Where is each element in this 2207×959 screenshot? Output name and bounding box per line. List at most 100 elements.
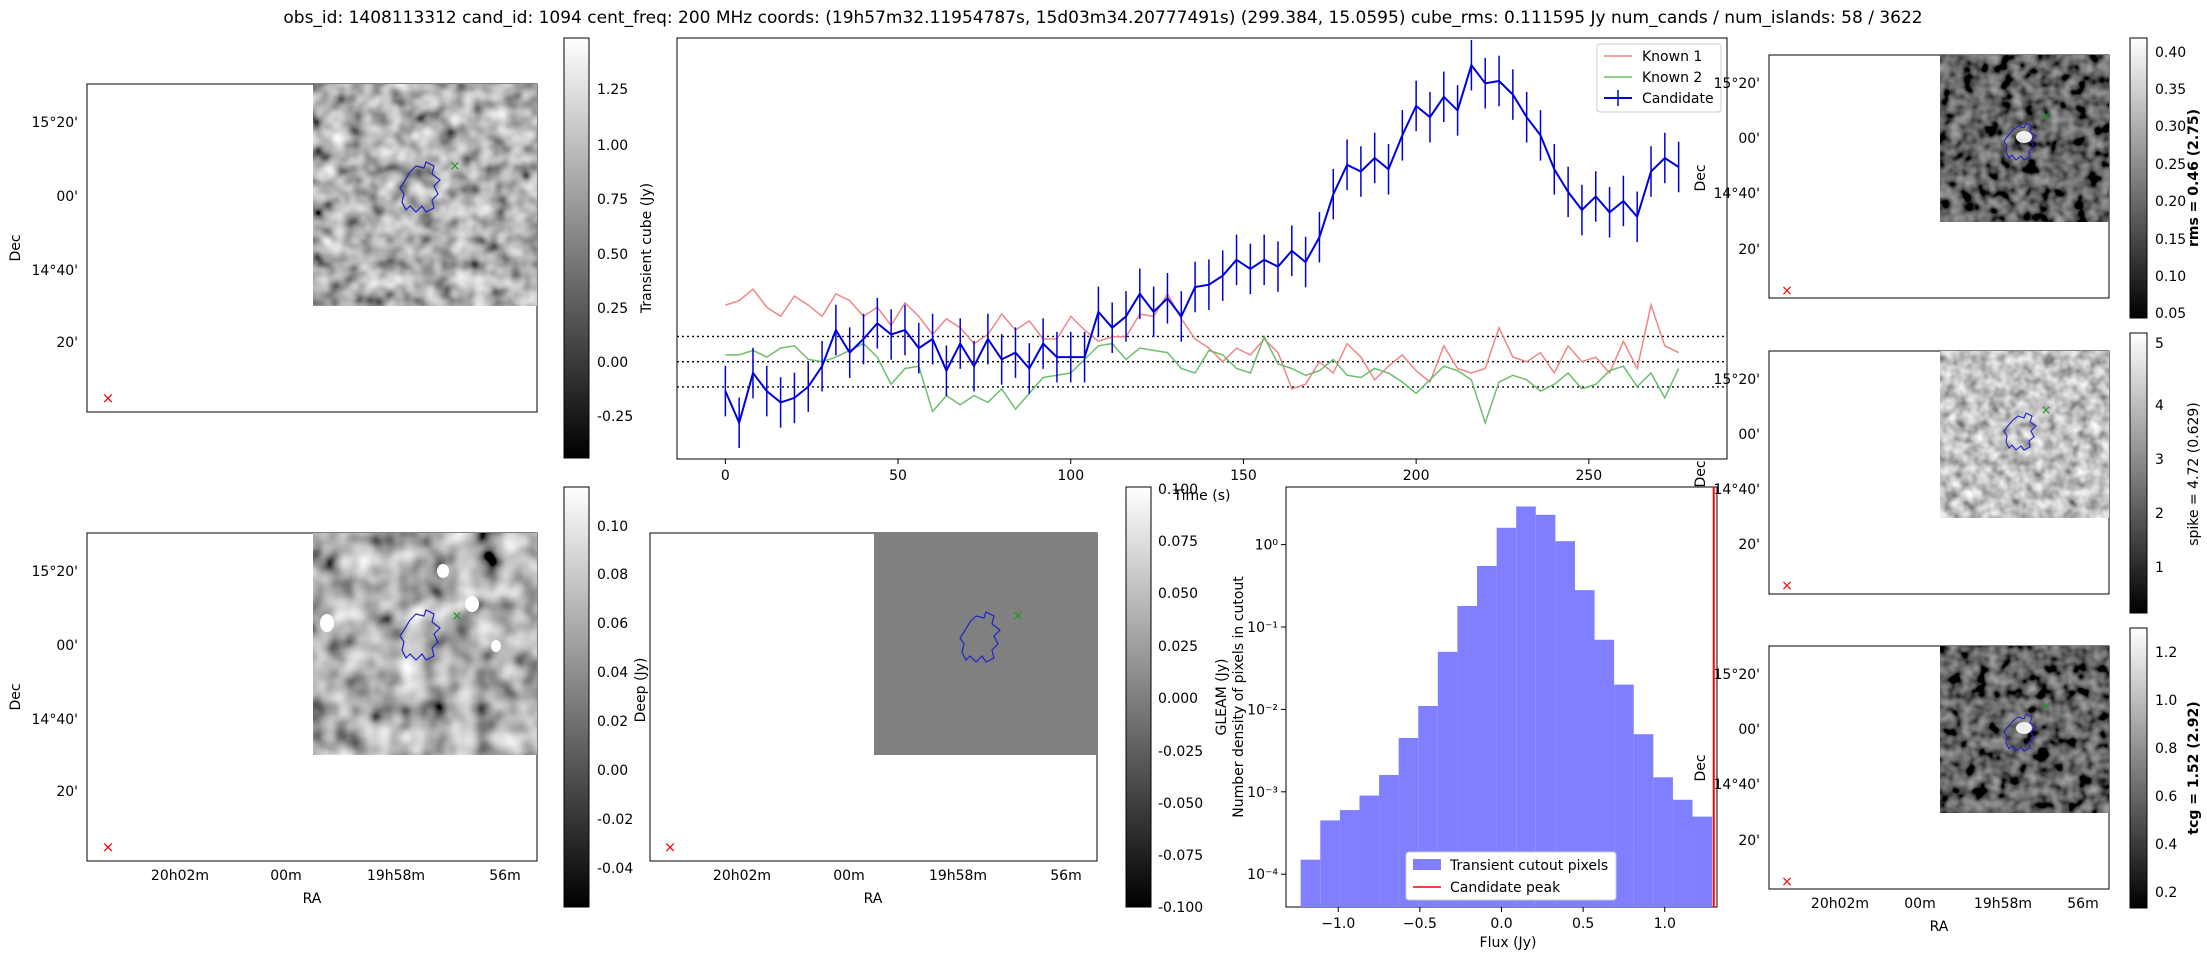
- colorbar-tick-label: -0.025: [1158, 744, 1203, 760]
- colorbar-tick-label: -0.02: [597, 812, 633, 828]
- flux-tick-label: −0.5: [1403, 916, 1437, 932]
- bright-source: [491, 640, 501, 652]
- dec-tick-label: 00': [56, 638, 78, 654]
- dec-tick-labels: 15°20' 00' 14°40' 20': [1714, 76, 1760, 258]
- dec-tick-label: 20': [1738, 537, 1760, 553]
- colorbar-label: GLEAM (Jy): [1214, 659, 1230, 736]
- dec-axis-label: Dec: [8, 234, 24, 261]
- density-tick-label: 10⁻²: [1247, 702, 1278, 718]
- colorbar-tick-label: 0.100: [1158, 482, 1198, 498]
- colorbar-tick-label: 5: [2155, 336, 2164, 352]
- histogram-bar: [1653, 777, 1673, 907]
- source-contour: [2003, 412, 2037, 451]
- legend-candidate-label: Candidate: [1642, 91, 1714, 107]
- flux-tick-label: 1.0: [1654, 916, 1676, 932]
- red-cross-marker: ×: [102, 389, 115, 407]
- panel-right-top: × × Dec 15°20' 00' 14°40' 20' 0.40 0.35 …: [1693, 37, 2202, 322]
- candidate-line: [724, 63, 1680, 426]
- dec-tick-labels: 15°20' 00' 14°40' 20': [32, 115, 78, 351]
- colorbar-tick-label: 0.15: [2155, 232, 2186, 248]
- histogram-bar: [1379, 774, 1399, 907]
- colorbar: [563, 37, 590, 459]
- dec-tick-label: 14°40': [1714, 186, 1760, 202]
- dec-tick-label: 15°20': [32, 564, 78, 580]
- colorbar-tick-label: 0.8: [2155, 741, 2177, 757]
- dec-tick-labels: 15°20' 00' 14°40' 20': [1714, 372, 1760, 553]
- panel-bottom-left: × × Dec 15°20' 00' 14°40' 20' 20h02m 00m…: [8, 486, 649, 908]
- tcg-metric-label: tcg = 1.52 (2.92): [2186, 701, 2202, 834]
- dec-tick-label: 20': [1738, 242, 1760, 258]
- colorbar-tick-label: -0.075: [1158, 848, 1203, 864]
- source-contour: [2003, 122, 2037, 161]
- colorbar-tick-label: 2: [2155, 506, 2164, 522]
- bright-source: [2016, 131, 2032, 143]
- dec-tick-label: 14°40': [32, 712, 78, 728]
- colorbar-tick-label: 0.50: [597, 247, 628, 263]
- time-tick-label: 100: [1057, 468, 1084, 484]
- dec-tick-label: 00': [1738, 722, 1760, 738]
- source-contour: [2003, 713, 2037, 752]
- ra-tick-label: 00m: [833, 868, 864, 884]
- source-contour: [959, 611, 1001, 663]
- colorbar-tick-label: 0.08: [597, 567, 628, 583]
- lightcurve-ylabel: Transient cube (Jy): [639, 183, 655, 314]
- time-tick-label: 200: [1403, 468, 1430, 484]
- histogram-bar: [1672, 799, 1693, 907]
- histogram-bar: [1320, 820, 1340, 907]
- colorbar-tick-label: 0.00: [597, 763, 628, 779]
- colorbar-tick-label: 0.05: [2155, 306, 2186, 322]
- time-tick-label: 50: [889, 468, 907, 484]
- histogram-bar: [1339, 810, 1360, 907]
- colorbar-tick-label: 0.25: [597, 301, 628, 317]
- dec-tick-label: 00': [56, 189, 78, 205]
- flux-tick-label: 0.0: [1490, 916, 1512, 932]
- ra-tick-label: 19h58m: [929, 868, 987, 884]
- colorbar-ticks: 0.100 0.075 0.050 0.025 0.000 -0.025 -0.…: [1158, 482, 1203, 916]
- colorbar-tick-label: 0.10: [597, 519, 628, 535]
- dec-axis-label: Dec: [1693, 460, 1709, 487]
- histogram-bar: [1516, 506, 1536, 907]
- histogram-bar: [1359, 795, 1380, 907]
- red-cross-marker: ×: [1781, 874, 1793, 890]
- dec-tick-label: 00': [1738, 131, 1760, 147]
- figure-title: obs_id: 1408113312 cand_id: 1094 cent_fr…: [283, 8, 1922, 28]
- colorbar-ticks: 0.40 0.35 0.30 0.25 0.20 0.15 0.10 0.05: [2155, 45, 2186, 322]
- green-cross-marker: ×: [452, 609, 463, 624]
- colorbar-ticks: 1.25 1.00 0.75 0.50 0.25 0.00 -0.25: [597, 82, 633, 425]
- ra-tick-label: 19h58m: [367, 868, 425, 884]
- dec-tick-labels: 15°20' 00' 14°40' 20': [1714, 667, 1760, 849]
- colorbar-tick-label: 0.025: [1158, 639, 1198, 655]
- legend-box: [1596, 43, 1722, 113]
- histogram-bar: [1496, 527, 1517, 907]
- ra-tick-labels: 20h02m 00m 19h58m 56m: [713, 868, 1082, 884]
- ra-tick-label: 20h02m: [151, 868, 209, 884]
- ra-tick-label: 56m: [2067, 896, 2098, 912]
- lightcurve-series: [724, 39, 1680, 449]
- red-cross-marker: ×: [102, 838, 115, 856]
- legend-peak-label: Candidate peak: [1450, 880, 1561, 896]
- histogram-bar: [1574, 590, 1595, 907]
- colorbar-tick-label: -0.050: [1158, 796, 1203, 812]
- colorbar-tick-label: 0.30: [2155, 119, 2186, 135]
- histogram-bar: [1457, 605, 1478, 907]
- dec-tick-label: 14°40': [32, 263, 78, 279]
- histogram-bar: [1555, 541, 1575, 907]
- ra-tick-label: 20h02m: [713, 868, 771, 884]
- colorbar-tick-label: 3: [2155, 452, 2164, 468]
- flux-tick-labels: −1.0 −0.5 0.0 0.5 1.0: [1321, 907, 1676, 932]
- ra-tick-label: 00m: [270, 868, 301, 884]
- histogram-bars: [1300, 506, 1713, 907]
- ra-tick-label: 56m: [1050, 868, 1081, 884]
- red-cross-marker: ×: [1781, 578, 1793, 594]
- image-cutout: [1940, 351, 2109, 518]
- spike-metric-label: spike = 4.72 (0.629): [2186, 402, 2202, 546]
- dec-tick-label: 00': [1738, 427, 1760, 443]
- legend-known1-label: Known 1: [1642, 49, 1702, 65]
- bright-source: [437, 564, 449, 578]
- dec-tick-label: 15°20': [1714, 667, 1760, 683]
- panel-histogram: −1.0 −0.5 0.0 0.5 1.0 10⁰ 10⁻¹ 10⁻² 10⁻³ 10⁻⁴ Nu…: [1231, 486, 1718, 951]
- colorbar-tick-label: 0.00: [597, 355, 628, 371]
- red-cross-marker: ×: [1781, 283, 1793, 299]
- colorbar-tick-label: 0.050: [1158, 586, 1198, 602]
